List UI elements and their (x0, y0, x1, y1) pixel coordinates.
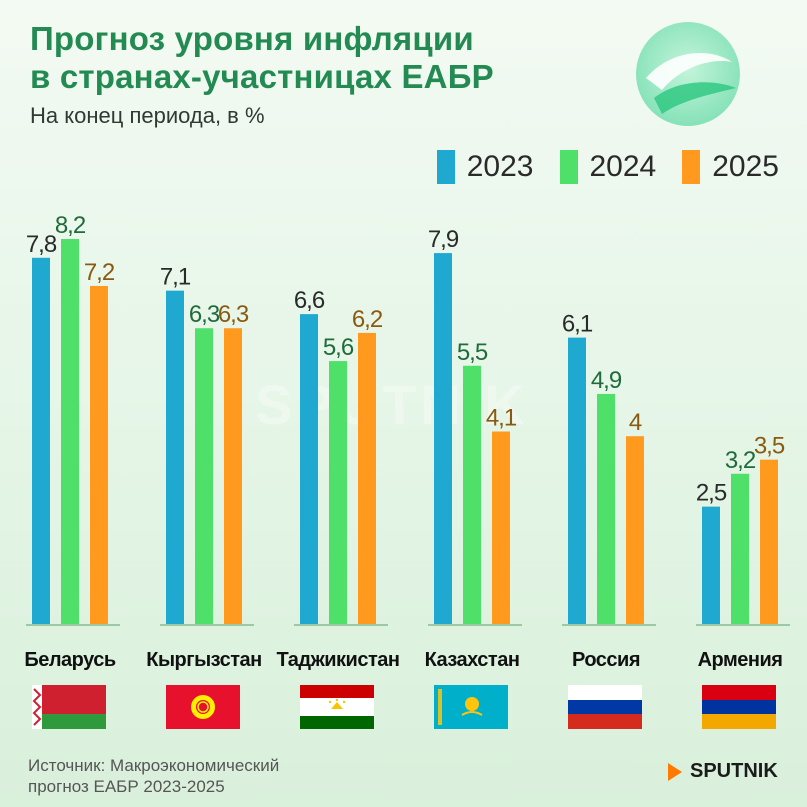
data-label-2024-4: 4,9 (591, 367, 622, 394)
bar-2023-3 (434, 253, 452, 624)
data-label-2024-2: 5,6 (323, 334, 354, 361)
bar-chart: 7,88,2 7,2 Беларусь 7,1 6,36,3 Кыргызстан 6,6 5… (24, 212, 790, 671)
category-label-3: Казахстан (425, 649, 520, 671)
data-label-2025-1: 6,3 (218, 301, 249, 328)
data-label-2024-5: 3,2 (725, 447, 756, 474)
source-line-2: прогноз ЕАБР 2023-2025 (28, 777, 225, 796)
baseline-1 (160, 624, 254, 626)
flag-belarus-icon (32, 685, 106, 729)
title-line-1: Прогноз уровня инфляции (30, 20, 474, 57)
brand-name: SPUTNIK (690, 760, 778, 782)
data-label-2023-3: 7,9 (428, 226, 459, 253)
data-label-2023-0: 7,8 (26, 231, 57, 258)
bar-2025-1 (224, 328, 242, 624)
bar-2024-2 (329, 361, 347, 624)
category-label-5: Армения (698, 649, 783, 671)
baseline-3 (428, 624, 522, 626)
eabr-logo-icon (636, 22, 740, 126)
brand-logo: SPUTNIK (668, 760, 778, 783)
data-label-2025-2: 6,2 (352, 306, 383, 333)
bar-2023-2 (300, 314, 318, 624)
legend-item-2023: 2023 (436, 150, 534, 184)
legend-swatch-2024 (559, 150, 578, 184)
category-label-1: Кыргызстан (146, 649, 261, 671)
baseline-4 (562, 624, 656, 626)
chart-title: Прогноз уровня инфляции в странах-участн… (30, 20, 494, 96)
chart-subtitle: На конец периода, в % (30, 103, 265, 128)
data-label-2023-5: 2,5 (696, 480, 727, 507)
legend-swatch-2025 (682, 150, 701, 184)
flag-kyrgyzstan-icon (166, 685, 240, 729)
category-label-4: Россия (572, 649, 640, 671)
legend-item-2024: 2024 (559, 150, 657, 184)
data-label-2023-4: 6,1 (562, 311, 593, 338)
legend-item-2025: 2025 (682, 150, 779, 184)
category-label-0: Беларусь (24, 649, 116, 671)
chart-legend: 2023 2024 2025 (436, 150, 779, 184)
bar-2024-0 (61, 239, 79, 624)
source-line-1: Источник: Макроэкономический (28, 756, 280, 775)
source-note: Источник: Макроэкономический прогноз ЕАБ… (28, 755, 279, 797)
data-label-2025-5: 3,5 (754, 433, 785, 460)
bar-2023-1 (166, 290, 184, 624)
brand-arrow-icon (668, 762, 682, 781)
baseline-0 (26, 624, 120, 626)
data-label-2024-3: 5,5 (457, 339, 488, 366)
legend-label-2025: 2025 (712, 150, 779, 183)
flag-armenia-icon (702, 685, 776, 729)
bar-2024-1 (195, 328, 213, 624)
legend-label-2023: 2023 (466, 150, 534, 183)
baseline-2 (294, 624, 388, 626)
baseline-5 (696, 624, 790, 626)
data-label-2024-1: 6,3 (189, 301, 220, 328)
bar-2024-3 (463, 365, 481, 624)
bar-2025-0 (90, 285, 108, 624)
title-line-2: в странах-участницах ЕАБР (30, 58, 494, 95)
bar-2023-4 (568, 337, 586, 624)
data-label-2023-2: 6,6 (294, 287, 325, 314)
legend-swatch-2023 (436, 150, 455, 184)
bar-2025-4 (626, 436, 644, 624)
data-label-2025-4: 4 (629, 409, 642, 436)
flag-tajikistan-icon (300, 685, 374, 729)
category-label-2: Таджикистан (277, 649, 400, 671)
data-label-2025-3: 4,1 (486, 405, 517, 432)
bar-2023-0 (32, 257, 50, 624)
bar-2025-5 (760, 459, 778, 624)
data-label-2025-0: 7,2 (84, 259, 115, 286)
flag-kazakhstan-icon (434, 685, 508, 729)
bar-2025-3 (492, 431, 510, 624)
data-label-2024-0: 8,2 (55, 212, 86, 239)
legend-label-2024: 2024 (589, 150, 657, 183)
flag-russia-icon (568, 685, 642, 729)
data-label-2023-1: 7,1 (160, 264, 191, 291)
bar-2023-5 (702, 506, 720, 624)
bar-2024-5 (731, 473, 749, 624)
bar-2025-2 (358, 332, 376, 624)
bar-2024-4 (597, 393, 615, 624)
